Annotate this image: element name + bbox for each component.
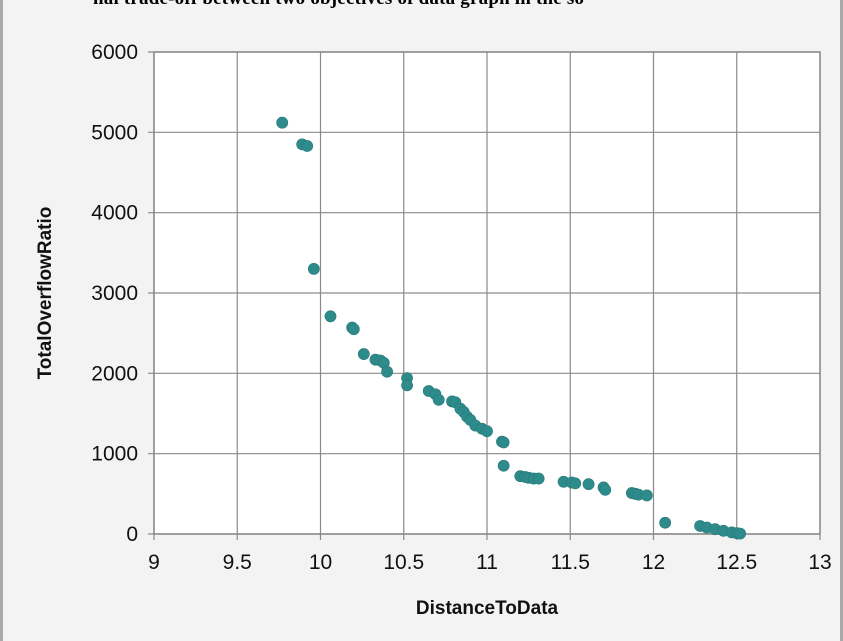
data-point xyxy=(481,425,493,438)
data-point xyxy=(532,472,545,485)
y-axis-title: TotalOverflowRatio xyxy=(35,207,56,380)
y-tick-label: 2000 xyxy=(91,362,138,385)
y-tick-label: 4000 xyxy=(91,202,138,225)
x-tick-label: 11 xyxy=(476,551,498,574)
data-point xyxy=(640,489,653,502)
data-point xyxy=(659,516,672,529)
data-point xyxy=(497,459,510,472)
data-point xyxy=(324,310,337,323)
x-tick-label: 10.5 xyxy=(383,551,424,574)
data-point xyxy=(734,527,746,540)
axes: 9 9.5 10 10.5 11 11.5 12 12.5 13 0 1000 2000 3000 400… xyxy=(91,41,831,574)
x-axis-title: DistanceToData xyxy=(416,598,559,619)
data-point xyxy=(599,483,612,496)
x-tick-label: 9 xyxy=(148,551,160,574)
figure-caption-fragment: nal trade-off between two objectives of … xyxy=(93,0,833,10)
data-point xyxy=(357,348,370,360)
data-point xyxy=(276,116,289,129)
data-point xyxy=(307,262,320,275)
data-point xyxy=(497,436,510,449)
data-point xyxy=(569,477,582,490)
x-tick-label: 13 xyxy=(808,551,831,574)
scatter-chart: 9 9.5 10 10.5 11 11.5 12 12.5 13 0 1000 2000 3000 400… xyxy=(35,41,832,619)
data-point xyxy=(401,379,413,392)
y-tick-label: 3000 xyxy=(91,282,138,305)
y-tick-label: 6000 xyxy=(91,41,138,64)
y-tick-label: 1000 xyxy=(91,443,138,466)
data-point xyxy=(301,140,314,152)
y-tick-label: 5000 xyxy=(91,121,138,144)
x-tick-label: 9.5 xyxy=(223,551,252,574)
x-tick-label: 12.5 xyxy=(716,551,757,574)
x-tick-label: 11.5 xyxy=(551,551,590,574)
data-points xyxy=(276,116,746,540)
data-point xyxy=(432,393,445,406)
data-point xyxy=(381,365,393,378)
grid-lines xyxy=(148,51,821,540)
x-tick-label: 10 xyxy=(309,551,332,574)
x-tick-label: 12 xyxy=(642,551,665,574)
data-point xyxy=(347,323,360,336)
data-point xyxy=(582,478,595,491)
y-tick-label: 0 xyxy=(126,523,138,546)
